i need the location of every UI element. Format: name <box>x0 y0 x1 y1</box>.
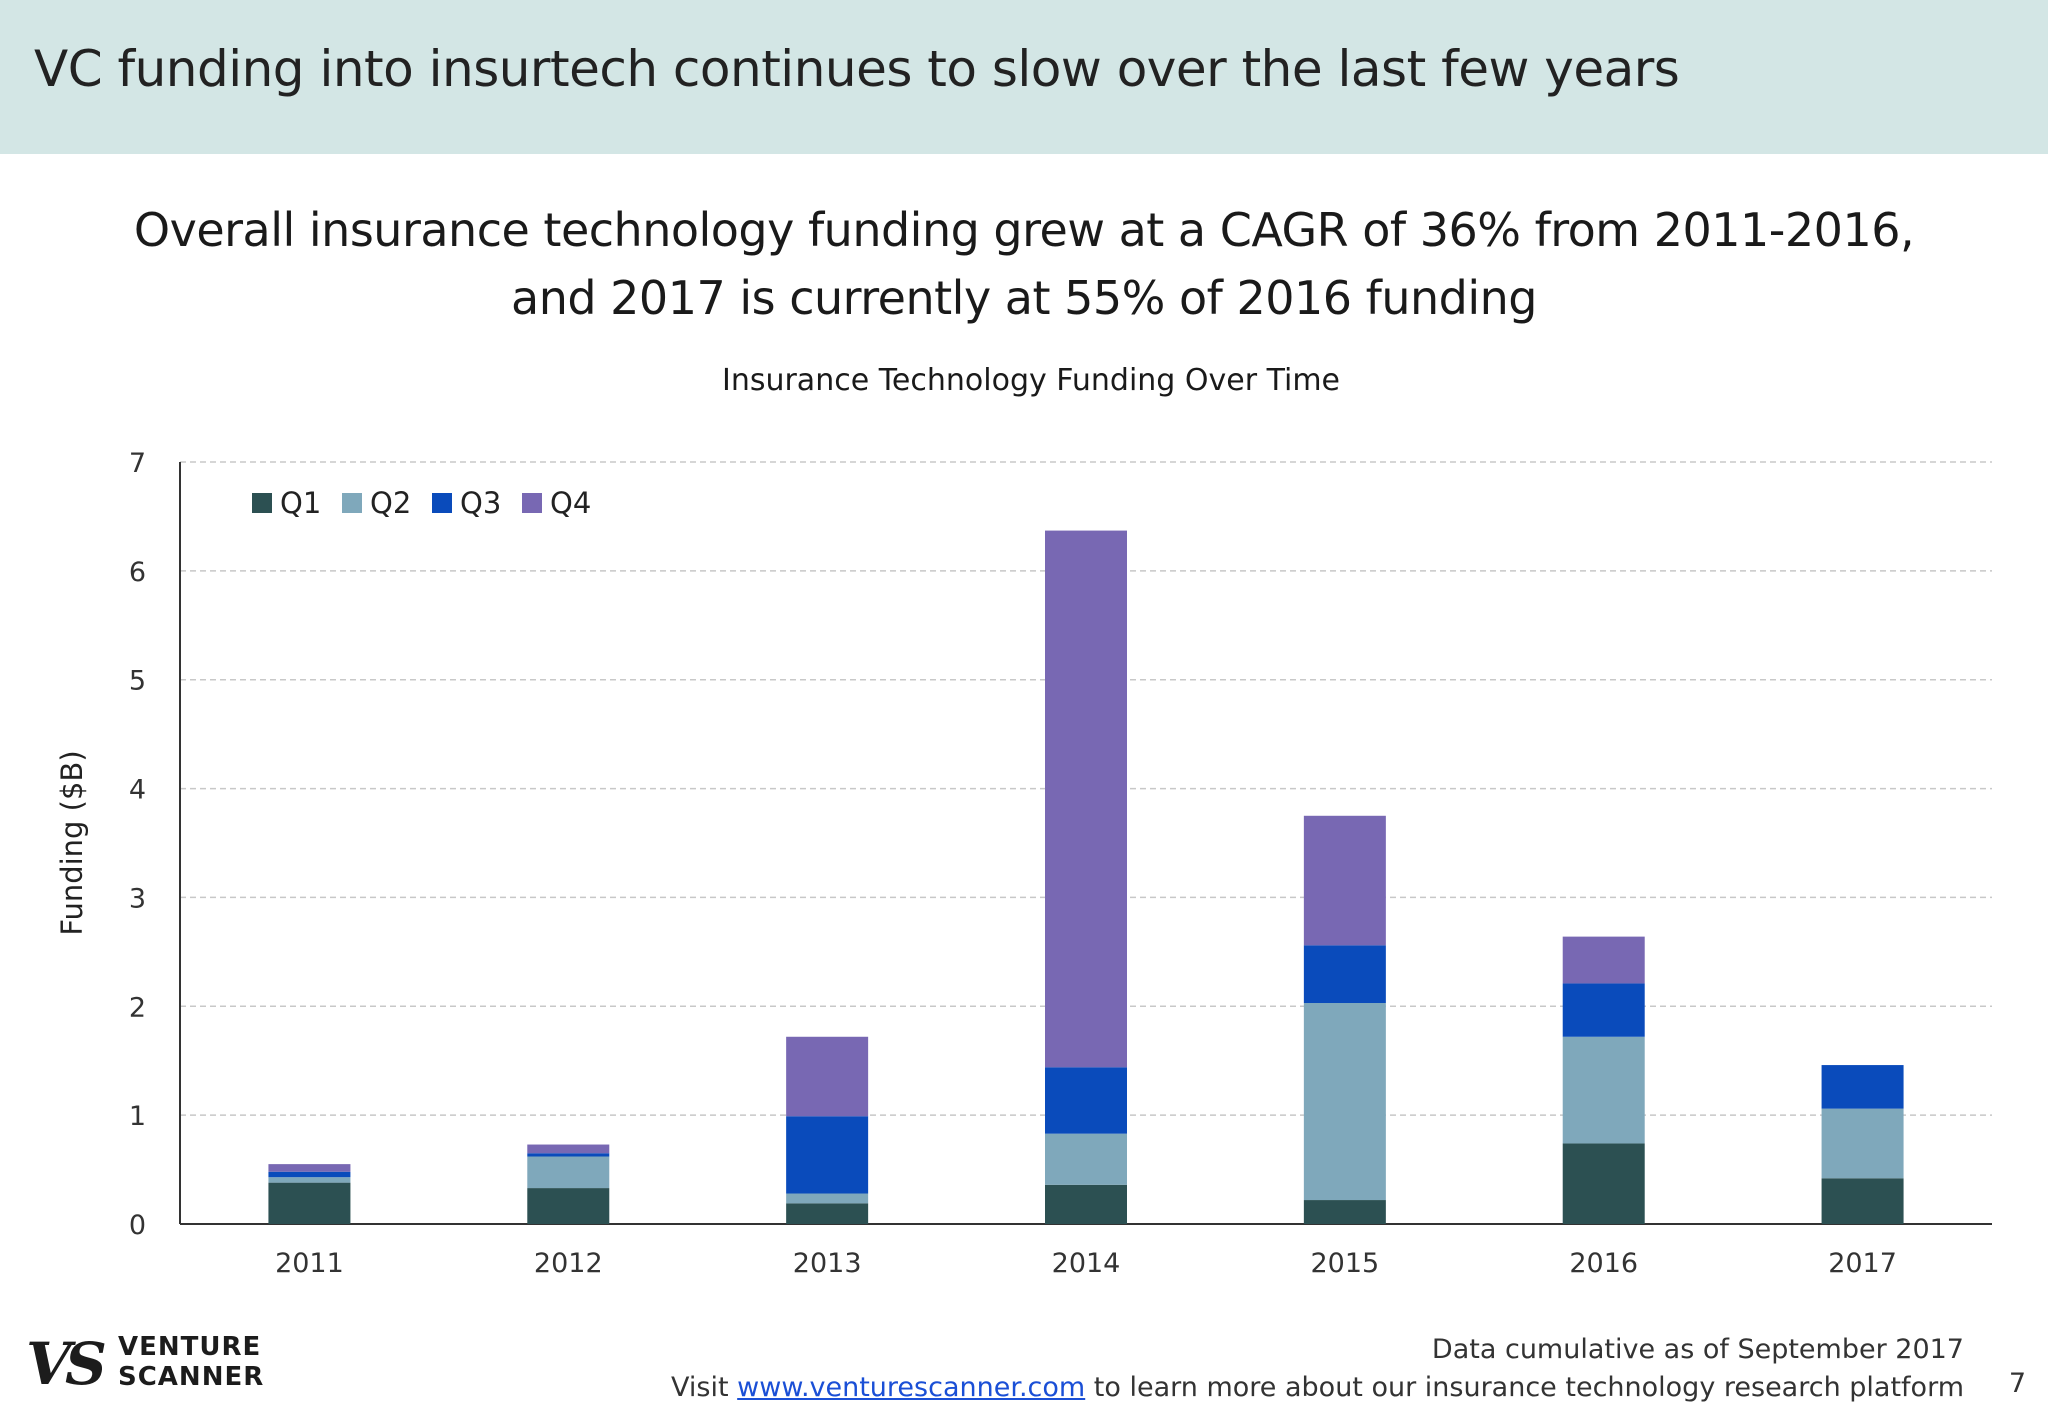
bar-2015-q3 <box>1303 945 1386 1004</box>
bar-2014-q3 <box>1045 1067 1127 1134</box>
footer-data-note: Data cumulative as of September 2017 <box>1431 1334 1964 1365</box>
legend-label-q1: Q1 <box>280 486 321 520</box>
footer-visit-prefix: Visit <box>671 1372 738 1403</box>
bar-2016-q1 <box>1562 1143 1645 1224</box>
bar-2017-q2 <box>1821 1108 1904 1179</box>
funding-chart: Insurance Technology Funding Over Time 0 1… <box>55 363 1992 1279</box>
bar-2013-q2 <box>786 1193 869 1204</box>
bar-2016-q3 <box>1562 983 1645 1037</box>
y-tick-label: 1 <box>129 1101 146 1132</box>
footer-visit-line: Visit www.venturescanner.com to learn mo… <box>671 1372 1964 1403</box>
bar-2012-q3 <box>527 1153 610 1157</box>
bar-2012-q1 <box>527 1188 610 1224</box>
logo-wordmark: VENTURE SCANNER <box>118 1332 264 1392</box>
y-tick-label: 7 <box>129 448 146 479</box>
x-tick-label: 2017 <box>1828 1248 1897 1279</box>
bar-2011-q1 <box>268 1182 351 1224</box>
bar-2014-q2 <box>1045 1133 1127 1185</box>
x-tick-label: 2012 <box>534 1248 603 1279</box>
legend-label-q4: Q4 <box>550 486 591 520</box>
x-tick-label: 2015 <box>1310 1248 1379 1279</box>
bar-2012-q2 <box>527 1156 610 1189</box>
bar-2013-q3 <box>786 1116 869 1194</box>
headline-line-1: Overall insurance technology funding gre… <box>133 203 1915 257</box>
y-tick-label: 6 <box>129 557 146 588</box>
x-tick-label: 2016 <box>1569 1248 1638 1279</box>
bar-2011-q2 <box>268 1177 351 1183</box>
legend-swatch-q3 <box>432 493 452 513</box>
y-tick-label: 3 <box>129 883 146 914</box>
headline-line-2: and 2017 is currently at 55% of 2016 fun… <box>511 271 1537 325</box>
chart-title: Insurance Technology Funding Over Time <box>722 363 1340 398</box>
logo-line-2: SCANNER <box>118 1362 265 1392</box>
x-tick-label: 2014 <box>1052 1248 1121 1279</box>
y-axis-label: Funding ($B) <box>55 750 89 935</box>
bar-2011-q4 <box>268 1164 351 1172</box>
bar-2013-q1 <box>786 1203 869 1224</box>
bar-2016-q4 <box>1562 936 1645 984</box>
y-tick-label: 2 <box>129 992 146 1023</box>
logo-mark: VS <box>26 1330 107 1398</box>
footer-visit-suffix: to learn more about our insurance techno… <box>1085 1372 1964 1403</box>
bar-2011-q3 <box>268 1171 351 1178</box>
bar-2015-q4 <box>1303 815 1386 946</box>
bar-2015-q2 <box>1303 1003 1386 1201</box>
legend-swatch-q4 <box>522 493 542 513</box>
bar-2013-q4 <box>786 1036 869 1117</box>
bar-2014-q4 <box>1045 530 1127 1068</box>
legend-swatch-q1 <box>252 493 272 513</box>
bar-2016-q2 <box>1562 1036 1645 1144</box>
bar-2017-q3 <box>1821 1065 1904 1109</box>
header-band <box>0 0 2048 154</box>
x-tick-label: 2013 <box>793 1248 862 1279</box>
y-tick-label: 0 <box>129 1210 146 1241</box>
bar-2015-q1 <box>1303 1200 1386 1224</box>
page-number: 7 <box>2008 1368 2026 1399</box>
logo-line-1: VENTURE <box>118 1332 262 1362</box>
y-tick-label: 5 <box>129 666 146 697</box>
bar-2017-q1 <box>1821 1178 1904 1224</box>
legend-label-q3: Q3 <box>460 486 501 520</box>
bar-2012-q4 <box>527 1144 610 1154</box>
bar-2014-q1 <box>1045 1184 1127 1224</box>
y-tick-label: 4 <box>129 775 146 806</box>
footer-website-link[interactable]: www.venturescanner.com <box>737 1372 1086 1403</box>
x-tick-label: 2011 <box>275 1248 344 1279</box>
legend-label-q2: Q2 <box>370 486 411 520</box>
slide-title: VC funding into insurtech continues to s… <box>34 40 1680 98</box>
headline: Overall insurance technology funding gre… <box>0 196 2048 332</box>
legend-swatch-q2 <box>342 493 362 513</box>
